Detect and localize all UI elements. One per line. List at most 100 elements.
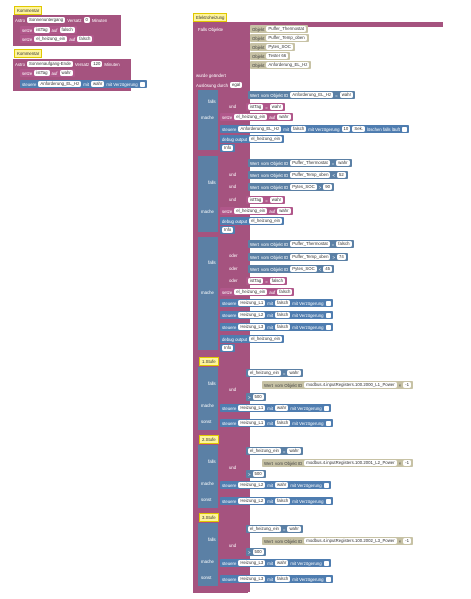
field[interactable]: istTag xyxy=(34,70,50,76)
field[interactable]: Pytes_SOC xyxy=(266,44,293,50)
field[interactable]: 10 xyxy=(341,126,351,132)
field[interactable]: Heizung_L2 xyxy=(238,312,266,318)
field[interactable]: wahr xyxy=(339,92,354,98)
field[interactable]: 0 xyxy=(83,17,90,23)
field[interactable]: wahr xyxy=(275,405,289,411)
field[interactable]: falsch xyxy=(275,498,291,504)
field[interactable]: 45 xyxy=(323,266,332,272)
field[interactable]: Heizung_L3 xyxy=(238,324,266,330)
field[interactable]: wahr xyxy=(287,526,301,532)
field[interactable]: Heizung_L1 xyxy=(238,420,266,426)
checkbox[interactable] xyxy=(325,300,331,306)
block: debug output el_heizung_ein xyxy=(220,135,285,143)
field[interactable]: 74 xyxy=(336,254,346,260)
checkbox[interactable] xyxy=(325,576,331,582)
field[interactable]: falsch xyxy=(275,300,291,306)
field[interactable]: falsch xyxy=(275,324,291,330)
field[interactable]: 52 xyxy=(336,172,346,178)
field[interactable]: Tester 66 xyxy=(266,53,289,59)
checkbox[interactable] xyxy=(323,405,329,411)
field[interactable]: falsch xyxy=(291,126,307,132)
field[interactable]: egal xyxy=(230,82,243,88)
field[interactable]: wahr xyxy=(277,114,291,120)
checkbox[interactable] xyxy=(323,560,329,566)
checkbox[interactable] xyxy=(401,126,407,132)
field[interactable]: -1 xyxy=(403,538,411,544)
field[interactable]: Anforderung_EL_Hz xyxy=(38,81,82,87)
field[interactable]: Heizung_L3 xyxy=(238,560,266,566)
field[interactable]: Heizung_L2 xyxy=(238,498,266,504)
field[interactable]: falsch xyxy=(275,420,291,426)
field[interactable]: el_heizung_ein xyxy=(234,208,268,214)
field[interactable]: -1 xyxy=(403,460,411,466)
field[interactable]: Puffer_Thermostat xyxy=(290,160,330,166)
field[interactable]: Heizung_L3 xyxy=(238,576,266,582)
field[interactable]: el_heizung_ein xyxy=(248,526,281,532)
field[interactable]: istTag xyxy=(248,197,264,203)
checkbox[interactable] xyxy=(325,420,331,426)
field[interactable]: el_heizung_ein xyxy=(34,36,68,42)
field[interactable]: el_heizung_ein xyxy=(234,289,268,295)
field[interactable]: 500 xyxy=(252,394,264,400)
field[interactable]: modbus.4.inputRegisters.100.2001_L2_Powe… xyxy=(304,460,397,466)
field[interactable]: falsch xyxy=(77,36,93,42)
field[interactable]: istTag xyxy=(34,27,50,33)
field[interactable]: 120 xyxy=(91,61,103,67)
field[interactable]: 500 xyxy=(252,471,264,477)
field[interactable]: Sek. xyxy=(352,126,365,132)
field[interactable]: Heizung_L1 xyxy=(238,405,266,411)
field[interactable]: Puffer_Thermostat xyxy=(266,26,306,32)
field[interactable]: Puffer_Thermostat xyxy=(290,241,330,247)
checkbox[interactable] xyxy=(325,324,331,330)
field[interactable]: modbus.4.inputRegisters.100.2002_L3_Powe… xyxy=(304,538,397,544)
field[interactable]: 500 xyxy=(252,549,264,555)
field[interactable]: 90 xyxy=(323,184,332,190)
field[interactable]: falsch xyxy=(269,278,285,284)
checkbox[interactable] xyxy=(325,498,331,504)
field[interactable]: el_heizung_ein xyxy=(249,218,283,224)
field[interactable]: Anforderung_EL_Hz xyxy=(238,126,282,132)
field[interactable]: Pytes_SOC xyxy=(290,184,317,190)
block: Objekt Anforderung_EL_Hz xyxy=(250,61,312,69)
field[interactable]: el_heizung_ein xyxy=(248,370,281,376)
field[interactable]: el_heizung_ein xyxy=(234,114,268,120)
field[interactable]: istTag xyxy=(248,104,264,110)
field[interactable]: Sonnenaufgang-Ende xyxy=(27,61,73,67)
field[interactable]: Sonnenuntergang xyxy=(27,17,66,23)
field[interactable]: Puffer_Temp_oben xyxy=(290,254,331,260)
field[interactable]: el_heizung_ein xyxy=(249,136,283,142)
field[interactable]: wahr xyxy=(269,104,284,110)
field[interactable]: wahr xyxy=(91,81,105,87)
field[interactable]: falsch xyxy=(277,289,293,295)
field[interactable]: Info xyxy=(222,145,234,151)
field[interactable]: Heizung_L1 xyxy=(238,300,266,306)
field[interactable]: Puffer_Temp_oben xyxy=(266,35,307,41)
field[interactable]: wahr xyxy=(287,370,301,376)
field[interactable]: wahr xyxy=(275,560,289,566)
field[interactable]: falsch xyxy=(336,241,352,247)
checkbox[interactable] xyxy=(325,312,331,318)
field[interactable]: falsch xyxy=(59,27,75,33)
field[interactable]: falsch xyxy=(275,312,291,318)
field[interactable]: Heizung_L2 xyxy=(238,482,266,488)
field[interactable]: -1 xyxy=(403,382,411,388)
field[interactable]: Info xyxy=(222,227,234,233)
field[interactable]: el_heizung_ein xyxy=(248,448,281,454)
checkbox[interactable] xyxy=(139,81,145,87)
field[interactable]: wahr xyxy=(287,448,301,454)
field[interactable]: modbus.4.inputRegisters.100.2000_L1_Powe… xyxy=(304,382,397,388)
field[interactable]: wahr xyxy=(277,208,291,214)
field[interactable]: Anforderung_EL_Hz xyxy=(290,92,334,98)
field[interactable]: Puffer_Temp_oben xyxy=(290,172,331,178)
checkbox[interactable] xyxy=(323,482,329,488)
field[interactable]: wahr xyxy=(275,482,289,488)
field[interactable]: wahr xyxy=(269,197,284,203)
field[interactable]: Anforderung_EL_Hz xyxy=(266,62,310,68)
field[interactable]: el_heizung_ein xyxy=(249,336,283,342)
field[interactable]: Pytes_SOC xyxy=(290,266,317,272)
field[interactable]: wahr xyxy=(59,70,73,76)
field[interactable]: Info xyxy=(222,345,234,351)
field[interactable]: istTag xyxy=(248,278,264,284)
field[interactable]: wahr xyxy=(336,160,350,166)
field[interactable]: falsch xyxy=(275,576,291,582)
